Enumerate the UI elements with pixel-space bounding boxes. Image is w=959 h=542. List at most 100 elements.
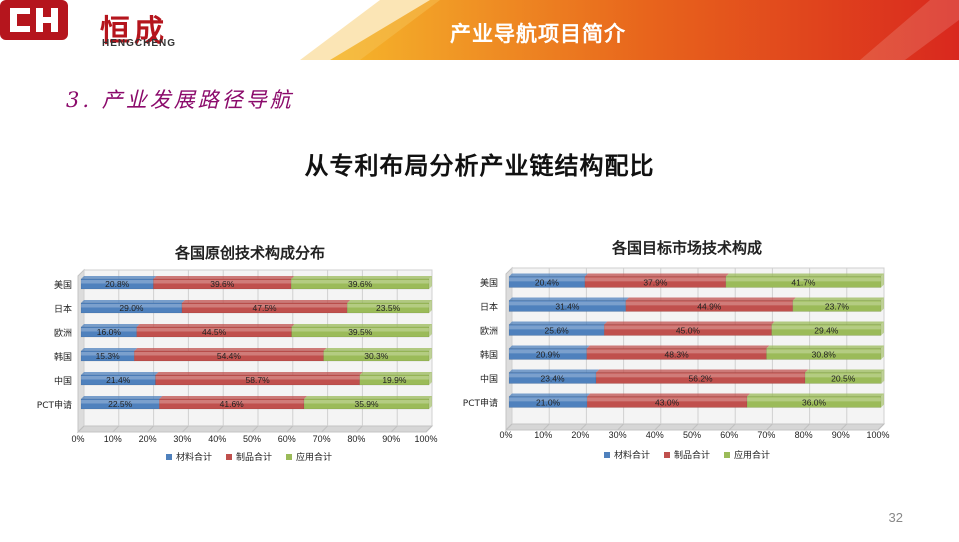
chart1-bar-top xyxy=(584,273,729,277)
chart0-bar-end xyxy=(429,348,432,361)
chart0-bar-highlight xyxy=(291,328,429,332)
chart1-gridline-floor xyxy=(840,423,848,431)
chart1-gridline-floor xyxy=(877,423,885,431)
main-title: 从专利布局分析产业链结构配比 xyxy=(304,152,655,180)
chart0-data-label: 39.6% xyxy=(210,279,235,289)
chart0-data-label: 30.3% xyxy=(364,351,389,361)
chart1-gridline-floor xyxy=(766,423,773,431)
chart1-data-label: 20.4% xyxy=(535,278,560,288)
chart0-data-label: 23.5% xyxy=(376,303,401,313)
chart0-bar-top xyxy=(81,276,157,279)
chart1-category-label: 韩国 xyxy=(480,349,498,361)
chart1-bar-highlight xyxy=(509,349,587,354)
header-banner: 恒成 HENGCHENG 产业导航项目简介 xyxy=(0,0,959,60)
chart0-data-label: 21.4% xyxy=(106,375,131,385)
chart1-gridline-floor xyxy=(728,423,736,431)
chart1-bar-highlight xyxy=(596,373,806,378)
chart0-bar-top xyxy=(81,324,140,327)
chart0-bar-top xyxy=(155,372,363,375)
chart0-gridline-floor xyxy=(321,425,328,433)
logo-icon xyxy=(0,0,68,40)
chart1-bar-end xyxy=(881,297,884,312)
chart1-tick-label: 90% xyxy=(832,430,850,440)
chart0-title: 各国原创技术构成分布 xyxy=(174,244,325,262)
chart0-data-label: 20.8% xyxy=(105,279,130,289)
chart0-bar-top xyxy=(159,396,308,399)
chart1-tick-label: 40% xyxy=(646,430,664,440)
chart1-data-label: 41.7% xyxy=(791,278,816,288)
chart1-category-label: 日本 xyxy=(480,301,498,313)
chart1-tick-label: 20% xyxy=(571,430,589,440)
chart0-bar-highlight xyxy=(155,376,360,380)
chart1-bar-highlight xyxy=(792,301,881,306)
chart1-data-label: 23.4% xyxy=(540,374,565,384)
chart1-gridline-floor xyxy=(654,423,662,431)
chart0-gridline-floor xyxy=(286,425,294,433)
chart1-bar-top xyxy=(604,321,775,325)
logo-chinese-text: 恒成 xyxy=(100,14,168,49)
chart0-bar-highlight xyxy=(347,304,429,308)
chart1-gridline-floor xyxy=(617,423,624,431)
chart1-gridline-floor xyxy=(803,423,810,431)
chart1-bar-top xyxy=(509,369,600,373)
chart0-gridline-floor xyxy=(112,425,120,433)
chart0-gridline-floor xyxy=(390,425,398,433)
chart0-tick-label: 30% xyxy=(173,434,191,444)
chart1-legend-label: 应用合计 xyxy=(734,449,770,461)
chart0-bar-top xyxy=(291,276,432,279)
chart1-data-label: 21.0% xyxy=(536,398,561,408)
chart1-bar-top xyxy=(509,273,588,277)
chart1-bar-end xyxy=(881,345,884,360)
chart1-legend-label: 制品合计 xyxy=(674,449,710,461)
chart0-bar-top xyxy=(181,300,351,303)
chart1-tick-label: 100% xyxy=(866,430,889,440)
chart0-bar-highlight xyxy=(291,280,429,284)
chart1-bar-highlight xyxy=(509,397,588,402)
chart1-legend-swatch xyxy=(724,452,730,458)
chart0-data-label: 44.5% xyxy=(202,327,227,337)
chart1-bar-highlight xyxy=(747,397,881,402)
chart1-bar-highlight xyxy=(509,325,605,330)
chart1-bar-top xyxy=(586,345,770,349)
chart1-tick-label: 80% xyxy=(795,430,813,440)
chart0-legend-label: 应用合计 xyxy=(296,451,332,463)
chart1-title: 各国目标市场技术构成 xyxy=(611,239,762,257)
chart1-bar-end xyxy=(881,273,884,288)
chart1-bar-top xyxy=(766,345,884,349)
chart1-bar-highlight xyxy=(771,325,881,330)
chart1-data-label: 23.7% xyxy=(825,302,850,312)
chart0-bar-highlight xyxy=(134,352,324,356)
chart0-bar-top xyxy=(81,348,138,351)
chart1-data-label: 45.0% xyxy=(676,326,701,336)
chart0-bar-top xyxy=(134,348,327,351)
chart0-legend-swatch xyxy=(226,454,232,460)
chart1-bar-highlight xyxy=(509,301,626,306)
chart0-tick-label: 70% xyxy=(313,434,331,444)
chart1-bar-highlight xyxy=(604,325,772,330)
page-number: 32 xyxy=(888,510,903,525)
chart1-gridline-floor xyxy=(580,423,587,431)
chart0-category-label: 美国 xyxy=(54,279,72,291)
chart0-bar-highlight xyxy=(81,280,154,284)
chart0-data-label: 22.5% xyxy=(108,399,133,409)
header-title: 产业导航项目简介 xyxy=(450,22,626,46)
chart1-category-label: 美国 xyxy=(480,277,498,289)
chart0-bar-highlight xyxy=(153,280,292,284)
chart0-category-label: 中国 xyxy=(54,375,72,387)
chart1-bar-top xyxy=(587,393,751,397)
chart1-legend-swatch xyxy=(664,452,670,458)
chart1-bar-top xyxy=(596,369,809,373)
chart1-bar-top xyxy=(747,393,884,397)
chart0-category-label: 日本 xyxy=(54,303,72,315)
chart0-tick-label: 20% xyxy=(139,434,157,444)
chart0-bar-highlight xyxy=(304,400,429,404)
chart1-tick-label: 10% xyxy=(534,430,552,440)
chart0-tick-label: 60% xyxy=(278,434,296,444)
chart0-bar-top xyxy=(81,396,163,399)
chart0-gridline-floor xyxy=(425,425,433,433)
chart1-bar-highlight xyxy=(805,373,882,378)
chart0-gridline-floor xyxy=(356,425,363,433)
chart1-bar-top xyxy=(509,345,590,349)
chart-original-technology-svg: 各国原创技术构成分布 0% 10% 20% 30% 40% 50% 60% 70% 80% 90% 1… xyxy=(37,244,438,463)
chart0-category-label: 韩国 xyxy=(54,351,72,363)
